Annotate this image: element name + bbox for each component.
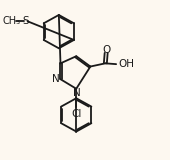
Text: OH: OH xyxy=(118,59,134,69)
Text: Cl: Cl xyxy=(71,109,81,119)
Text: S: S xyxy=(22,16,29,26)
Text: N: N xyxy=(73,88,81,98)
Text: CH₃: CH₃ xyxy=(2,16,21,26)
Text: N: N xyxy=(52,74,60,84)
Text: O: O xyxy=(102,45,110,55)
